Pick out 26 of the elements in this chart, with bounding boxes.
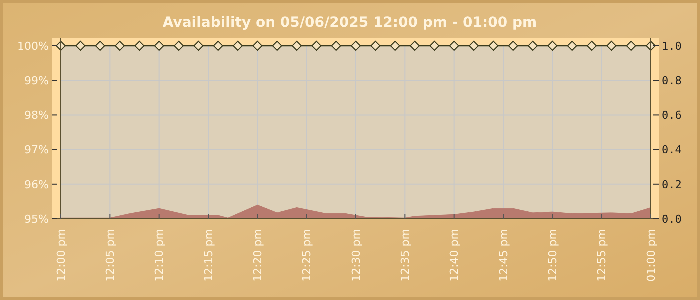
- y2-tick-label: 0.8: [662, 74, 682, 88]
- x-tick-label: 12:30 pm: [350, 229, 363, 282]
- x-tick-label: 12:45 pm: [497, 229, 510, 282]
- y-tick-label: 96%: [24, 178, 49, 192]
- x-tick-label: 12:10 pm: [153, 229, 166, 282]
- x-tick-label: 12:25 pm: [300, 229, 314, 282]
- y-tick-label: 100%: [18, 40, 49, 53]
- y-tick-label: 98%: [24, 109, 49, 122]
- x-tick-label: 01:00 pm: [644, 229, 658, 282]
- y2-tick-label: 0.6: [662, 109, 682, 122]
- y2-tick-label: 0.4: [662, 144, 682, 157]
- x-tick-label: 12:50 pm: [546, 229, 560, 282]
- x-tick-label: 12:20 pm: [252, 229, 265, 282]
- x-tick-label: 12:35 pm: [399, 229, 412, 282]
- y2-tick-label: 1.0: [662, 40, 682, 53]
- chart-title: Availability on 05/06/2025 12:00 pm - 01:00 pm: [162, 15, 538, 31]
- x-tick-label: 12:15 pm: [202, 229, 216, 282]
- x-tick-label: 12:00 pm: [54, 229, 68, 282]
- y2-tick-label: 0.0: [662, 212, 682, 226]
- y-tick-label: 95%: [24, 212, 49, 226]
- x-tick-label: 12:55 pm: [596, 229, 609, 282]
- y-tick-label: 97%: [24, 144, 49, 157]
- x-tick-label: 12:40 pm: [448, 229, 462, 282]
- y2-tick-label: 0.2: [662, 178, 682, 192]
- x-tick-label: 12:05 pm: [104, 229, 118, 282]
- y-tick-label: 99%: [24, 74, 49, 88]
